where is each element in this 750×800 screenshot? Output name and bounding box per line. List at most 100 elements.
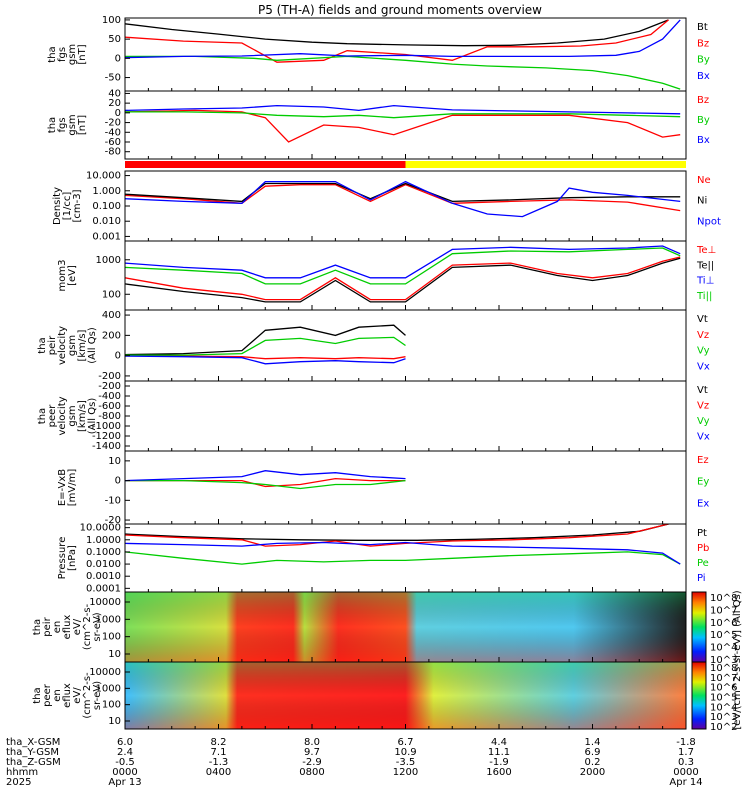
x-row-value: 0800 (299, 767, 324, 778)
y-tick-label: 0 (115, 351, 121, 362)
legend-Te||: Te|| (696, 260, 714, 271)
state-bar-red (125, 161, 406, 168)
x-row-value: -3.5 (396, 757, 416, 768)
colorbar-tick-label: 10^8 (710, 663, 737, 674)
y-tick-label: -800 (98, 411, 121, 422)
y-axis-label: E=-VxB[mV/m] (57, 469, 78, 507)
colorbar-tick-label: 10^4 (710, 643, 737, 654)
x-row-value: 8.0 (304, 737, 320, 748)
colorbar (691, 591, 707, 663)
y-tick-label: 100 (102, 700, 121, 711)
x-row-value: -1.9 (489, 757, 509, 768)
y-axis-label: thapeerenefluxeV/(cm^2-s-sr-eV) (32, 672, 103, 719)
colorbar-tick-label: 10^3 (710, 712, 737, 723)
y-tick-label: -40 (105, 127, 121, 138)
colorbar (691, 661, 707, 730)
y-tick-label: -10 (105, 495, 121, 506)
x-row-value: 1600 (486, 767, 511, 778)
y-tick-label: -1000 (92, 421, 121, 432)
y-tick-label: -1200 (92, 431, 121, 442)
y-tick-label: 10000 (89, 667, 121, 678)
y-tick-label: 100 (102, 289, 121, 300)
panel-fgs: 100 50 0 -50 Bt Bz By Bx thafgsgsm[nT] (47, 15, 710, 92)
x-row-value: -2.9 (302, 757, 322, 768)
x-row-value: 0000 (112, 767, 137, 778)
y-tick-label: 10000 (89, 597, 121, 608)
colorbar-tick-label: 10^6 (710, 683, 737, 694)
colorbar-tick-label: 10^3 (710, 655, 737, 666)
y-axis-label: thapeervelocitygsm[km/s](All Qs) (37, 396, 98, 435)
legend-Vx: Vx (697, 361, 710, 372)
series-Vx (125, 355, 406, 365)
legend-By: By (697, 115, 710, 126)
panel-efield: 10 0 -10 -20 Ez Ey Ex E=-VxB[mV/m] (57, 450, 709, 526)
panel-peir-vel: 400 200 0 -200 Vt Vz Vy Vx thapeirvelocitygsm[km… (37, 309, 710, 382)
series-Vt (125, 324, 406, 356)
y-axis-label: thapeirenefluxeV/(cm^2-s-sr-eV) (32, 603, 103, 650)
x-row-value: 6.7 (398, 737, 414, 748)
legend-Vt: Vt (697, 314, 708, 325)
panel-temp: 1000 100 Te⊥ Te|| Ti⊥ Ti|| mom3[eV] (57, 240, 716, 311)
x-row-label: 2025 (6, 777, 31, 788)
y-tick-label: 1.0000 (86, 535, 121, 546)
x-row-value: 8.2 (211, 737, 227, 748)
legend-Npot: Npot (697, 216, 721, 227)
legend-Vy: Vy (697, 416, 710, 427)
y-tick-label: 50 (108, 34, 121, 45)
x-row-value: 11.1 (488, 747, 510, 758)
y-tick-label: 10 (108, 456, 121, 467)
series-Ti⊥ (125, 245, 681, 279)
y-tick-label: 0 (115, 53, 121, 64)
colorbar-tick-label: 10^8 (710, 593, 737, 604)
panel-frame (124, 90, 687, 160)
y-tick-label: -200 (98, 371, 121, 382)
y-axis-label: thafgsgsm[nT] (47, 114, 88, 135)
legend-Vt: Vt (697, 385, 708, 396)
y-tick-label: 0.0001 (86, 583, 121, 594)
series-Ex (125, 470, 406, 482)
legend-Bz: Bz (697, 95, 709, 106)
y-tick-label: 0.010 (92, 216, 121, 227)
spectrogram-shade (125, 662, 686, 729)
colorbar-tick-label: 10^5 (710, 630, 737, 641)
x-row-value: 7.1 (211, 747, 227, 758)
y-tick-label: 20 (108, 98, 121, 109)
series-Bx (125, 104, 681, 115)
y-tick-label: -50 (105, 73, 121, 84)
y-tick-label: 400 (102, 310, 121, 321)
panel-peer-spec: 10000 1000 100 10 thapeerenefluxeV/(cm^2-s-s… (32, 661, 687, 730)
x-row-value: 0000 (673, 767, 698, 778)
series-Bx (125, 19, 681, 59)
y-tick-label: -600 (98, 401, 121, 412)
x-row-value: Apr 14 (669, 777, 702, 788)
series-Pe (125, 551, 681, 565)
series-Te|| (125, 257, 681, 303)
y-tick-label: 1000 (96, 255, 121, 266)
legend-Vy: Vy (697, 346, 710, 357)
state-bar-yellow (405, 161, 686, 168)
legend-Ey: Ey (697, 477, 709, 488)
y-tick-label: -60 (105, 137, 121, 148)
x-row-value: 1.7 (678, 747, 694, 758)
y-tick-label: -1400 (92, 441, 121, 452)
spectrogram-shade (125, 592, 686, 662)
y-tick-label: 0 (115, 476, 121, 487)
y-tick-label: -20 (105, 118, 121, 129)
series-Bz (125, 19, 669, 63)
colorbar-tick-label: 10^2 (710, 722, 737, 733)
legend-Pe: Pe (697, 558, 709, 569)
legend-Bx: Bx (697, 135, 710, 146)
series-Pb (125, 524, 669, 547)
x-row-value: -0.5 (115, 757, 135, 768)
y-tick-label: 10.0000 (80, 523, 121, 534)
x-row-value: 6.9 (585, 747, 601, 758)
legend-Ti||: Ti|| (696, 291, 712, 302)
series-By (125, 111, 681, 119)
series-Vy (125, 336, 406, 356)
y-tick-label: 40 (108, 88, 121, 99)
series-Bt (125, 19, 669, 47)
x-row-value: 2000 (580, 767, 605, 778)
